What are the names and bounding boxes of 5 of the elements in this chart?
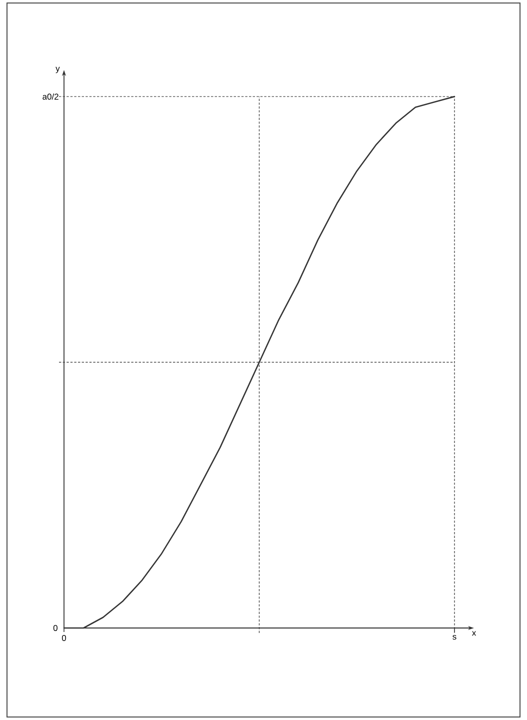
text: 0 [53,625,58,631]
x-tick-label: s [452,635,456,640]
ref-line-label: a0/2 [42,93,58,100]
x-axis-title: x [472,631,476,636]
y-axis-title: y [56,66,60,74]
